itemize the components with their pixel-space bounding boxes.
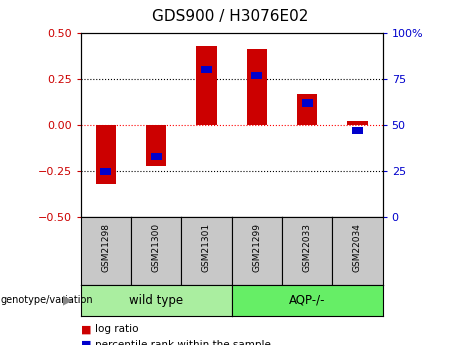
Text: GSM21301: GSM21301 [202, 223, 211, 272]
Text: GSM22034: GSM22034 [353, 223, 362, 272]
Text: wild type: wild type [129, 294, 183, 307]
Text: GDS900 / H3076E02: GDS900 / H3076E02 [152, 9, 309, 23]
Bar [348, 121, 367, 125]
Text: genotype/variation: genotype/variation [1, 295, 94, 305]
Text: log ratio: log ratio [95, 325, 138, 334]
Text: GSM21300: GSM21300 [152, 223, 161, 272]
Bar [100, 168, 112, 175]
Bar [196, 46, 217, 125]
Text: AQP-/-: AQP-/- [289, 294, 325, 307]
Bar [201, 66, 212, 73]
Text: ▶: ▶ [64, 294, 73, 307]
Bar [301, 99, 313, 107]
Text: GSM22033: GSM22033 [302, 223, 312, 272]
Bar [151, 153, 162, 160]
Bar [251, 71, 262, 79]
Text: GSM21299: GSM21299 [252, 223, 261, 272]
Bar [352, 127, 363, 134]
Text: percentile rank within the sample: percentile rank within the sample [95, 340, 271, 345]
Text: ■: ■ [81, 325, 91, 334]
Bar [146, 125, 166, 166]
Bar [297, 94, 317, 125]
Bar [96, 125, 116, 184]
Text: ■: ■ [81, 340, 91, 345]
Text: GSM21298: GSM21298 [101, 223, 110, 272]
Bar [247, 49, 267, 125]
